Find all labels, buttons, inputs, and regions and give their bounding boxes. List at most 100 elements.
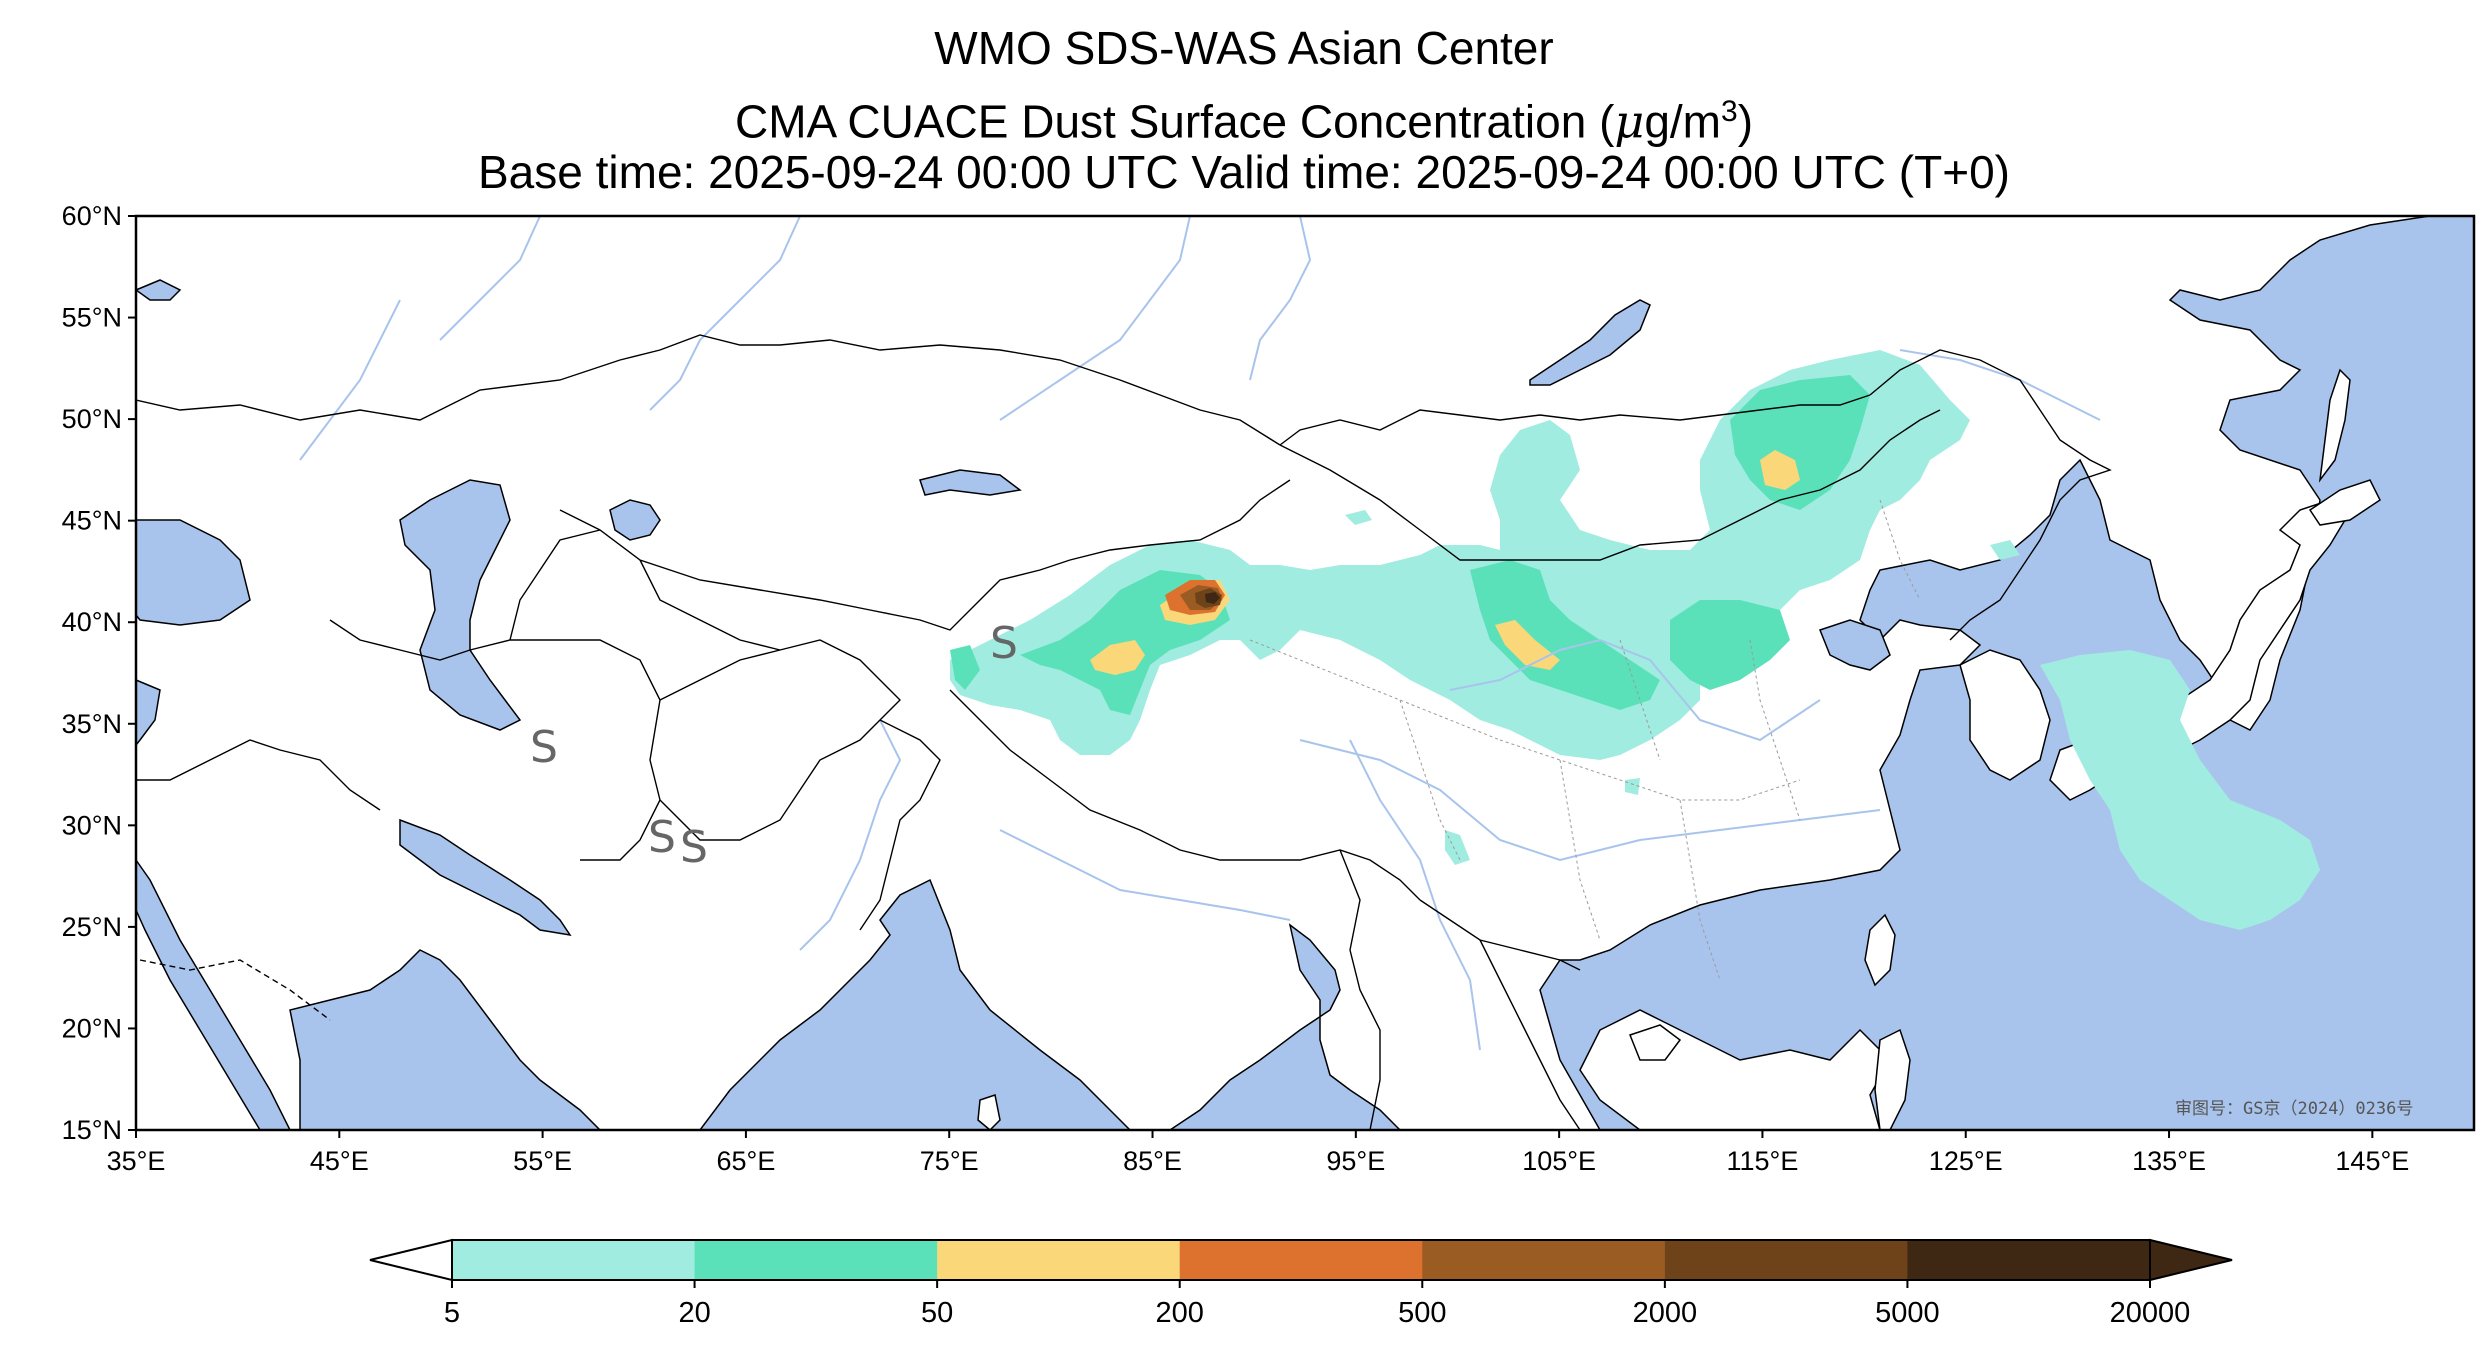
border-afghanistan: [659, 639, 901, 841]
colorbar-tick-label: 500: [1398, 1297, 1446, 1329]
border-layer: [136, 334, 2112, 1130]
lake-baikal: [1529, 299, 1651, 386]
top-left-water: [136, 279, 182, 301]
title-line-3: Base time: 2025-09-24 00:00 UTC Valid ti…: [478, 146, 2010, 198]
border-kazakhstan-south: [559, 479, 1291, 631]
map-frame: [134, 214, 2476, 1132]
lon-tick-label: 85°E: [1123, 1146, 1182, 1176]
lon-tick-label: 145°E: [2335, 1146, 2409, 1176]
aral-sea: [609, 499, 661, 541]
lon-tick-label: 75°E: [920, 1146, 979, 1176]
colorbar-tick-label: 20: [678, 1297, 710, 1329]
province-border-1: [1249, 639, 1501, 741]
weather-symbols: S S S S: [530, 618, 1018, 873]
lake-balkhash: [919, 469, 1022, 496]
dust-zone-gansu-green: [1470, 560, 1660, 710]
title-unit: g/m: [1644, 95, 1721, 148]
colorbar-tick-label: 50: [921, 1297, 953, 1329]
province-border-5: [1679, 799, 1721, 981]
title-line-2: CMA CUACE Dust Surface Concentration (μg…: [0, 84, 2488, 149]
dust-zone-small-4: [1445, 830, 1470, 865]
black-sea: [136, 519, 251, 626]
hokkaido-land: [2308, 479, 2381, 526]
lat-tick-label: 40°N: [62, 607, 122, 637]
border-russia-kazakhstan: [136, 334, 1281, 446]
colorbar-cell: [1422, 1240, 1666, 1280]
border-pakistan-india: [859, 719, 941, 931]
river-3: [649, 216, 801, 411]
lat-tick-label: 25°N: [62, 912, 122, 942]
river-5: [439, 216, 541, 341]
river-yangtze: [1299, 739, 1881, 862]
lon-tick-label: 125°E: [1929, 1146, 2003, 1176]
sri-lanka-land: [977, 1094, 1001, 1130]
border-china-mongolia: [1279, 409, 1941, 561]
lon-tick-label: 45°E: [310, 1146, 369, 1176]
taiwan-land: [1864, 913, 1896, 987]
lon-tick-label: 135°E: [2132, 1146, 2206, 1176]
colorbar-tick-label: 2000: [1633, 1297, 1698, 1329]
border-iran: [329, 619, 661, 861]
lat-tick-label: 55°N: [62, 303, 122, 333]
dust-zone-mongolia-yellow: [1760, 450, 1800, 490]
bohai-sea: [1819, 619, 1891, 671]
colorbar-min-arrow: [369, 1238, 453, 1282]
title-suffix: ): [1737, 95, 1754, 148]
border-turkmenistan: [509, 529, 601, 641]
lon-tick-label: 35°E: [107, 1146, 166, 1176]
river-yellow: [1449, 638, 1821, 742]
lon-tick-label: 105°E: [1522, 1146, 1596, 1176]
dust-zone-darkest: [1205, 592, 1220, 604]
caspian-sea: [399, 479, 522, 731]
colorbar-tick-label: 200: [1156, 1297, 1204, 1329]
colorbar: 5 20 50 200 500 2000 5000 20000: [369, 1238, 2233, 1329]
border-uzbekistan: [639, 559, 781, 651]
colorbar-cell: [937, 1240, 1181, 1280]
title-mu: μ: [1614, 94, 1645, 149]
red-sea: [136, 858, 291, 1130]
lon-tick-label: 115°E: [1727, 1146, 1799, 1176]
lat-tick-label: 30°N: [62, 810, 122, 840]
colorbar-outline: [451, 1239, 2151, 1281]
philippines-land: [1874, 1028, 1911, 1130]
dust-zone-japan-light: [2040, 650, 2320, 930]
lat-tick-label: 35°N: [62, 709, 122, 739]
mediterranean-sea: [136, 679, 161, 747]
island-layer: [977, 368, 2381, 1130]
indian-ocean: [699, 878, 1402, 1130]
dust-zone-west-green: [950, 645, 980, 690]
hainan-land: [1629, 1024, 1682, 1061]
border-china-india: [949, 689, 1421, 901]
colorbar-tick-label: 20000: [2110, 1297, 2191, 1329]
province-border-3: [1499, 739, 1801, 801]
longitude-ticks: 35°E 45°E 55°E 65°E 75°E 85°E 95°E 105°E 115°E 12…: [107, 1130, 2409, 1176]
lon-tick-label: 95°E: [1326, 1146, 1385, 1176]
river-ganges: [999, 829, 1291, 921]
dust-zone-small-1: [1345, 510, 1372, 525]
latitude-ticks: 60°N 55°N 50°N 45°N 40°N 35°N 30°N 25°N 20°N 15°N: [62, 201, 136, 1145]
lon-tick-label: 55°E: [513, 1146, 572, 1176]
colorbar-max-arrow: [2149, 1238, 2233, 1282]
border-mongolia-russia: [1279, 394, 1871, 446]
colorbar-cell: [694, 1240, 938, 1280]
lat-tick-label: 60°N: [62, 201, 122, 231]
lon-tick-label: 65°E: [716, 1146, 775, 1176]
lat-tick-label: 50°N: [62, 404, 122, 434]
dust-zone-tarim-yellow: [1090, 640, 1145, 675]
river-4: [299, 299, 401, 461]
province-border-4: [1559, 759, 1601, 941]
river-2: [1249, 216, 1312, 381]
colorbar-cell: [1179, 1240, 1423, 1280]
lat-tick-label: 20°N: [62, 1013, 122, 1043]
map-content: S S S S 审图号：GS京（2024）0236号: [136, 216, 2474, 1130]
lat-tick-label: 45°N: [62, 506, 122, 536]
title-exponent: 3: [1721, 95, 1738, 128]
province-border-2: [1399, 699, 1461, 861]
border-vietnam: [1479, 939, 1581, 1130]
colorbar-tick-label: 5: [444, 1297, 460, 1329]
persian-gulf: [399, 818, 572, 937]
weather-symbol-1: S: [530, 722, 558, 773]
colorbar-cell: [1664, 1240, 1908, 1280]
dust-layer: [950, 350, 2320, 930]
